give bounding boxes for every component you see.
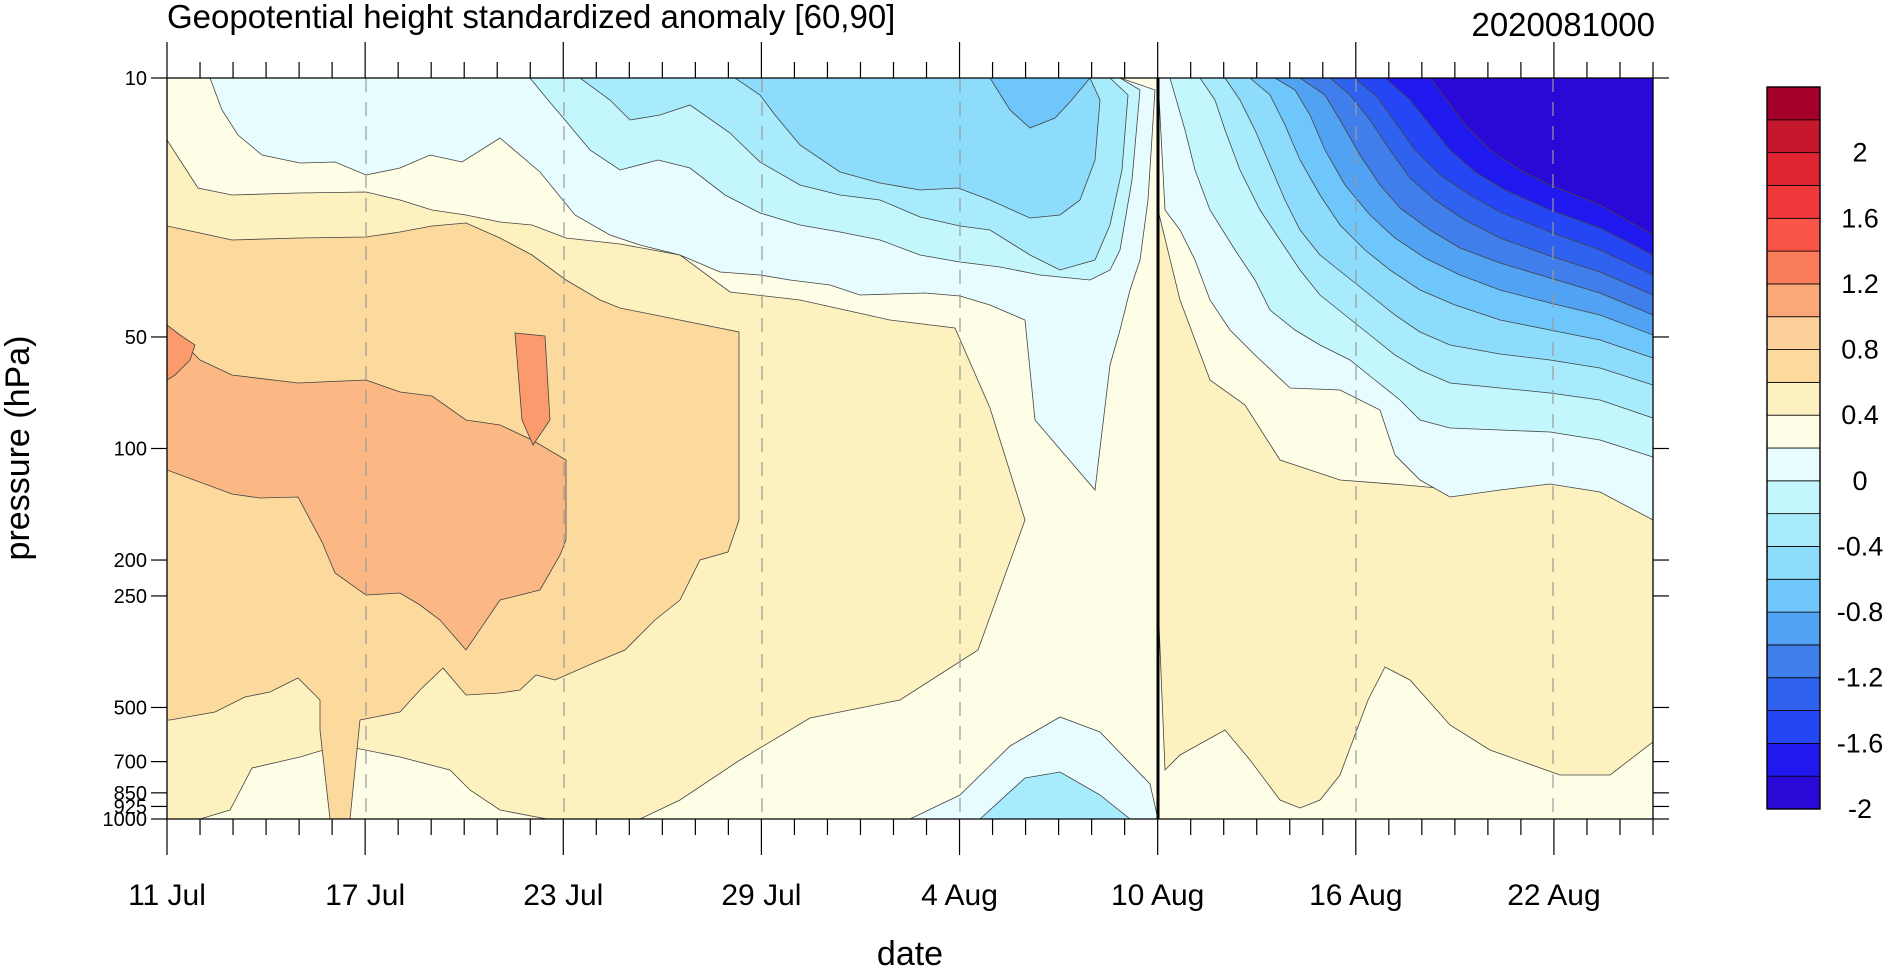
colorbar-swatch	[1766, 480, 1821, 515]
x-tick-label: 10 Aug	[1111, 879, 1204, 912]
colorbar-label: 0.4	[1841, 400, 1879, 430]
x-tick-label: 11 Jul	[128, 879, 206, 912]
colorbar-swatch	[1766, 414, 1821, 449]
colorbar-swatch	[1766, 775, 1821, 810]
x-ticks: 11 Jul 17 Jul 23 Jul 29 Jul 4 Aug 10 Aug 16 Au…	[128, 42, 1654, 912]
colorbar-swatch	[1766, 185, 1821, 219]
colorbar-swatch	[1766, 644, 1821, 679]
colorbar-swatch	[1766, 611, 1821, 646]
contour-fill	[167, 78, 1653, 819]
date-stamp: 2020081000	[1471, 6, 1655, 43]
region-weak-positive-right	[1157, 209, 1653, 809]
y-tick-label: 700	[114, 752, 147, 774]
y-tick-label: 50	[125, 327, 147, 349]
colorbar-swatch	[1766, 447, 1821, 482]
y-tick-label: 1000	[103, 809, 148, 831]
colorbar-label: 2	[1852, 138, 1867, 168]
y-tick-label: 250	[114, 586, 147, 608]
colorbar-swatch	[1766, 578, 1821, 613]
colorbar-swatch	[1766, 513, 1821, 547]
colorbar-swatch	[1766, 217, 1821, 252]
colorbar-swatch	[1766, 546, 1821, 580]
colorbar: 2 1.6 1.2 0.8 0.4 0 -0.4 -0.8 -1.2 -1.6 -2	[1766, 86, 1884, 824]
colorbar-label: -2	[1848, 794, 1872, 824]
region-negative-right-11	[1429, 78, 1653, 236]
x-tick-label: 16 Aug	[1309, 879, 1402, 912]
x-tick-label: 22 Aug	[1507, 879, 1600, 912]
colorbar-swatch	[1766, 381, 1821, 416]
colorbar-label: 1.2	[1841, 269, 1879, 299]
colorbar-label: 1.6	[1841, 203, 1879, 233]
colorbar-label: 0	[1852, 466, 1867, 496]
colorbar-swatch	[1766, 152, 1821, 186]
x-axis-title: date	[877, 935, 943, 969]
colorbar-label: -0.8	[1837, 597, 1884, 627]
colorbar-swatch	[1766, 316, 1821, 350]
region-negative-upper-4	[989, 78, 1091, 129]
x-tick-label: 23 Jul	[523, 879, 603, 912]
region-negative-surface-core	[979, 771, 1131, 819]
region-positive-max-3	[167, 324, 196, 381]
colorbar-swatch	[1766, 86, 1821, 121]
y-tick-label: 500	[114, 697, 147, 719]
colorbar-label: -0.4	[1837, 531, 1884, 561]
region-positive-max-2	[514, 332, 551, 446]
colorbar-swatch	[1766, 742, 1821, 777]
colorbar-frame	[1766, 86, 1821, 810]
y-tick-label: 200	[114, 550, 147, 572]
colorbar-swatch	[1766, 349, 1821, 383]
y-tick-label: 100	[114, 439, 147, 461]
colorbar-swatch	[1766, 283, 1821, 318]
y-tick-label: 10	[125, 68, 147, 90]
x-tick-label: 29 Jul	[721, 879, 801, 912]
y-tick-label: 925	[114, 796, 147, 818]
colorbar-label: -1.6	[1837, 728, 1884, 758]
colorbar-swatch	[1766, 677, 1821, 711]
colorbar-swatch	[1766, 250, 1821, 285]
colorbar-label: -1.2	[1837, 663, 1884, 693]
date-gridlines	[365, 78, 1554, 819]
region-negative-upper-3	[734, 78, 1101, 219]
x-tick-label: 4 Aug	[921, 879, 998, 912]
colorbar-swatch	[1766, 119, 1821, 154]
x-tick-label: 17 Jul	[325, 879, 405, 912]
y-tick-label: 850	[114, 783, 147, 805]
colorbar-label: 0.8	[1841, 335, 1879, 365]
colorbar-swatch	[1766, 710, 1821, 744]
y-axis-title: pressure (hPa)	[0, 336, 37, 561]
chart-title: Geopotential height standardized anomaly…	[167, 0, 895, 35]
